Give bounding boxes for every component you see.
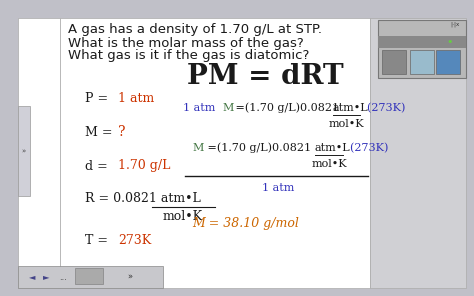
Text: P =: P = [85,91,112,104]
FancyBboxPatch shape [18,266,163,288]
Text: ►: ► [43,273,49,281]
Text: 1 atm: 1 atm [262,183,294,193]
FancyBboxPatch shape [382,50,406,74]
Text: 1.70 g/L: 1.70 g/L [118,160,170,173]
Text: atm•L: atm•L [315,143,351,153]
Text: mol•K: mol•K [328,119,364,129]
Text: M =: M = [85,126,117,139]
Text: mol•K: mol•K [311,159,347,169]
Text: M = 38.10 g/mol: M = 38.10 g/mol [192,218,299,231]
FancyBboxPatch shape [18,18,60,288]
Text: PM = dRT: PM = dRT [187,62,343,89]
FancyBboxPatch shape [60,18,370,288]
FancyBboxPatch shape [378,20,466,78]
Text: =(1.70 g/L)0.0821: =(1.70 g/L)0.0821 [204,143,311,153]
Text: »: » [128,273,133,281]
Text: M: M [192,143,203,153]
Text: •: • [447,37,453,47]
Text: »: » [22,148,26,154]
Text: d =: d = [85,160,116,173]
Text: 1 atm: 1 atm [183,103,219,113]
Text: What gas is it if the gas is diatomic?: What gas is it if the gas is diatomic? [68,49,310,62]
Text: ◄: ◄ [29,273,35,281]
Text: What is the molar mass of the gas?: What is the molar mass of the gas? [68,36,304,49]
Text: R = 0.0821 atm•L: R = 0.0821 atm•L [85,192,201,205]
Text: 273K: 273K [118,234,151,247]
FancyBboxPatch shape [410,50,434,74]
Text: =(1.70 g/L)0.0821: =(1.70 g/L)0.0821 [232,103,339,113]
Text: T =: T = [85,234,116,247]
FancyBboxPatch shape [370,18,466,288]
FancyBboxPatch shape [18,106,30,196]
Text: atm•L: atm•L [333,103,369,113]
Text: (273K): (273K) [343,143,388,153]
Text: M: M [222,103,233,113]
Text: mol•K: mol•K [163,210,203,223]
FancyBboxPatch shape [378,36,466,48]
Text: A gas has a density of 1.70 g/L at STP.: A gas has a density of 1.70 g/L at STP. [68,23,322,36]
FancyBboxPatch shape [75,268,103,284]
FancyBboxPatch shape [436,50,460,74]
Text: |-|x: |-|x [450,21,460,27]
Text: 1 atm: 1 atm [118,91,154,104]
Text: ?: ? [118,125,126,139]
Text: (273K): (273K) [360,103,405,113]
Text: ...: ... [59,273,67,281]
